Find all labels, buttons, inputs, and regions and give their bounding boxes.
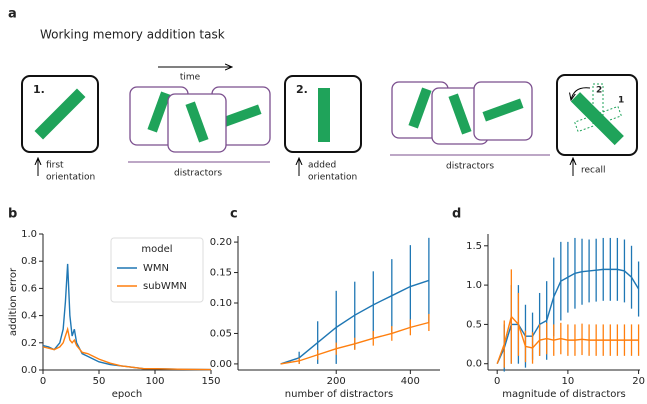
arrow-label: added (308, 161, 336, 171)
y-tick-label: 0.00 (210, 359, 232, 370)
box-label: 1. (33, 83, 45, 96)
y-tick-label: 0.6 (21, 283, 37, 294)
y-tick-label: 0.0 (21, 365, 37, 376)
y-tick-label: 0.10 (210, 298, 232, 309)
y-tick-label: 0.2 (21, 338, 37, 349)
x-tick-label: 100 (145, 376, 164, 387)
arrow-label: orientation (46, 173, 95, 183)
distractors-2: distractors (390, 81, 550, 172)
series-line (42, 326, 212, 371)
recall: 2 1 recall (556, 74, 638, 176)
y-tick-label: 1.0 (466, 280, 482, 291)
y-tick-label: 0.05 (210, 328, 232, 339)
y-tick-label: 0.15 (210, 268, 232, 279)
recall-mark: 1 (618, 96, 624, 106)
panel-letter: c (230, 207, 238, 222)
distractors-1: time distractors (128, 67, 271, 179)
time-label: time (180, 73, 201, 83)
x-tick-label: 50 (93, 376, 106, 387)
box-label: 2. (296, 83, 308, 96)
x-tick-label: 0 (40, 376, 46, 387)
y-tick-label: 0.20 (210, 237, 232, 248)
y-tick-label: 0.4 (21, 311, 37, 322)
x-tick-label: 150 (201, 376, 220, 387)
panel-letter: a (8, 7, 17, 22)
series-line (280, 321, 430, 365)
distractors-label: distractors (446, 162, 494, 172)
legend-title: model (141, 244, 172, 255)
legend-label: WMN (143, 263, 169, 274)
y-tick-label: 0.5 (466, 319, 482, 330)
arrow-label: first (46, 161, 64, 171)
stimulus-1: 1. first orientation (21, 75, 99, 183)
arrow-label: orientation (308, 173, 357, 183)
y-tick-label: 1.0 (21, 229, 37, 240)
diagram-title: Working memory addition task (40, 28, 225, 42)
x-tick-label: 10 (562, 376, 575, 387)
x-tick-label: 0 (494, 376, 500, 387)
y-tick-label: 0.8 (21, 256, 37, 267)
x-tick-label: 200 (327, 376, 346, 387)
legend-label: subWMN (143, 281, 187, 292)
x-axis-label: epoch (112, 389, 142, 400)
stimulus-2: 2. added orientation (284, 75, 362, 183)
distractors-label: distractors (174, 169, 222, 179)
recall-mark: 2 (596, 86, 602, 96)
x-tick-label: 20 (632, 376, 645, 387)
series-line (496, 315, 639, 364)
y-tick-label: 0.0 (466, 359, 482, 370)
y-axis-label: addition error (8, 267, 19, 336)
panel-letter: d (452, 207, 461, 222)
series-line (496, 268, 640, 364)
x-tick-label: 400 (401, 376, 420, 387)
x-axis-label: number of distractors (285, 389, 393, 400)
y-tick-label: 1.5 (466, 241, 482, 252)
recall-label: recall (581, 166, 606, 176)
x-axis-label: magnitude of distractors (502, 389, 625, 400)
panel-letter: b (8, 207, 17, 222)
series-line (280, 279, 430, 365)
